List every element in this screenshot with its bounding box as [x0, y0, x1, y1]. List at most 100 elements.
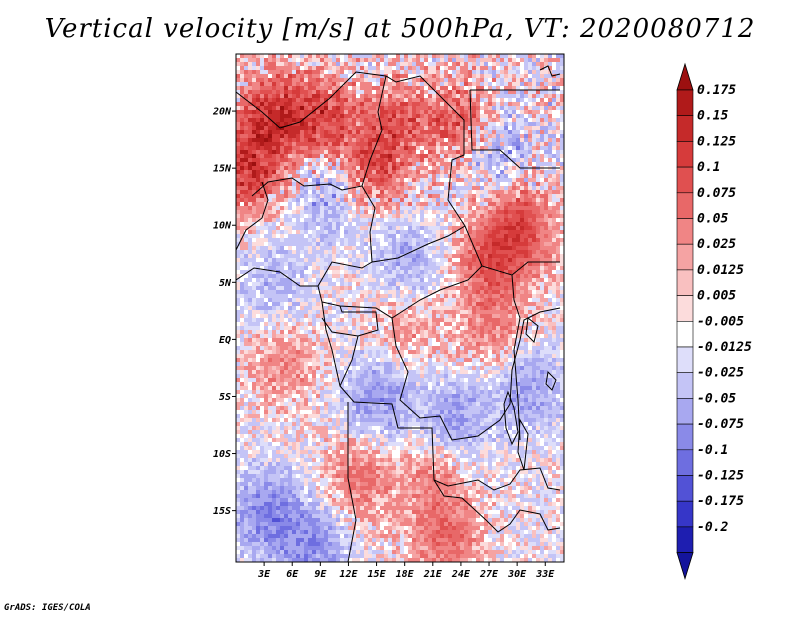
- field-cell: [456, 278, 460, 282]
- field-cell: [440, 154, 444, 158]
- field-cell: [496, 258, 500, 262]
- field-cell: [248, 286, 252, 290]
- field-cell: [544, 78, 548, 82]
- field-cell: [500, 98, 504, 102]
- field-cell: [404, 242, 408, 246]
- field-cell: [280, 70, 284, 74]
- field-cell: [384, 70, 388, 74]
- field-cell: [380, 158, 384, 162]
- field-cell: [336, 258, 340, 262]
- field-cell: [392, 162, 396, 166]
- field-cell: [356, 154, 360, 158]
- field-cell: [332, 270, 336, 274]
- field-cell: [252, 190, 256, 194]
- field-cell: [408, 290, 412, 294]
- field-cell: [444, 146, 448, 150]
- field-cell: [240, 78, 244, 82]
- field-cell: [424, 78, 428, 82]
- field-cell: [236, 294, 240, 298]
- field-cell: [460, 94, 464, 98]
- field-cell: [488, 242, 492, 246]
- field-cell: [280, 174, 284, 178]
- field-cell: [548, 66, 552, 70]
- field-cell: [328, 58, 332, 62]
- field-cell: [372, 94, 376, 98]
- field-cell: [508, 70, 512, 74]
- field-cell: [548, 74, 552, 78]
- field-cell: [348, 58, 352, 62]
- field-cell: [468, 270, 472, 274]
- field-cell: [248, 62, 252, 66]
- field-cell: [240, 150, 244, 154]
- field-cell: [380, 190, 384, 194]
- field-cell: [268, 98, 272, 102]
- field-cell: [404, 94, 408, 98]
- field-cell: [252, 250, 256, 254]
- field-cell: [488, 94, 492, 98]
- field-cell: [436, 290, 440, 294]
- field-cell: [560, 290, 564, 294]
- field-cell: [276, 166, 280, 170]
- field-cell: [388, 70, 392, 74]
- field-cell: [512, 278, 516, 282]
- field-cell: [540, 250, 544, 254]
- field-cell: [520, 178, 524, 182]
- field-cell: [300, 250, 304, 254]
- field-cell: [516, 266, 520, 270]
- field-cell: [324, 154, 328, 158]
- field-cell: [460, 114, 464, 118]
- field-cell: [436, 234, 440, 238]
- field-cell: [492, 70, 496, 74]
- field-cell: [364, 230, 368, 234]
- field-cell: [372, 126, 376, 130]
- field-cell: [364, 138, 368, 142]
- field-cell: [300, 158, 304, 162]
- field-cell: [348, 206, 352, 210]
- field-cell: [356, 266, 360, 270]
- field-cell: [256, 222, 260, 226]
- field-cell: [392, 70, 396, 74]
- field-cell: [524, 190, 528, 194]
- field-cell: [476, 150, 480, 154]
- field-cell: [248, 58, 252, 62]
- field-cell: [408, 110, 412, 114]
- field-cell: [264, 58, 268, 62]
- field-cell: [492, 58, 496, 62]
- field-cell: [388, 182, 392, 186]
- field-cell: [508, 278, 512, 282]
- field-cell: [408, 238, 412, 242]
- field-cell: [376, 86, 380, 90]
- field-cell: [544, 66, 548, 70]
- field-cell: [448, 266, 452, 270]
- field-cell: [556, 70, 560, 74]
- field-cell: [532, 190, 536, 194]
- field-cell: [488, 250, 492, 254]
- field-cell: [404, 278, 408, 282]
- field-cell: [316, 274, 320, 278]
- field-cell: [428, 62, 432, 66]
- field-cell: [248, 270, 252, 274]
- field-cell: [368, 74, 372, 78]
- field-cell: [280, 290, 284, 294]
- field-cell: [348, 266, 352, 270]
- field-cell: [432, 162, 436, 166]
- field-cell: [328, 214, 332, 218]
- field-cell: [336, 142, 340, 146]
- field-cell: [284, 170, 288, 174]
- field-cell: [448, 222, 452, 226]
- field-cell: [560, 242, 564, 246]
- field-cell: [276, 62, 280, 66]
- field-cell: [412, 106, 416, 110]
- field-cell: [400, 102, 404, 106]
- field-cell: [440, 250, 444, 254]
- field-cell: [504, 198, 508, 202]
- field-cell: [416, 186, 420, 190]
- field-cell: [500, 142, 504, 146]
- field-cell: [416, 162, 420, 166]
- field-cell: [252, 214, 256, 218]
- field-cell: [464, 102, 468, 106]
- field-cell: [540, 174, 544, 178]
- field-cell: [256, 166, 260, 170]
- field-cell: [400, 230, 404, 234]
- field-cell: [440, 234, 444, 238]
